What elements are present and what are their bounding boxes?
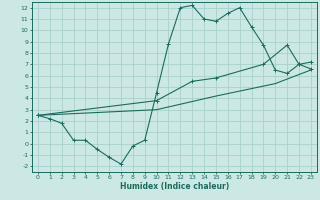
X-axis label: Humidex (Indice chaleur): Humidex (Indice chaleur) [120,182,229,191]
